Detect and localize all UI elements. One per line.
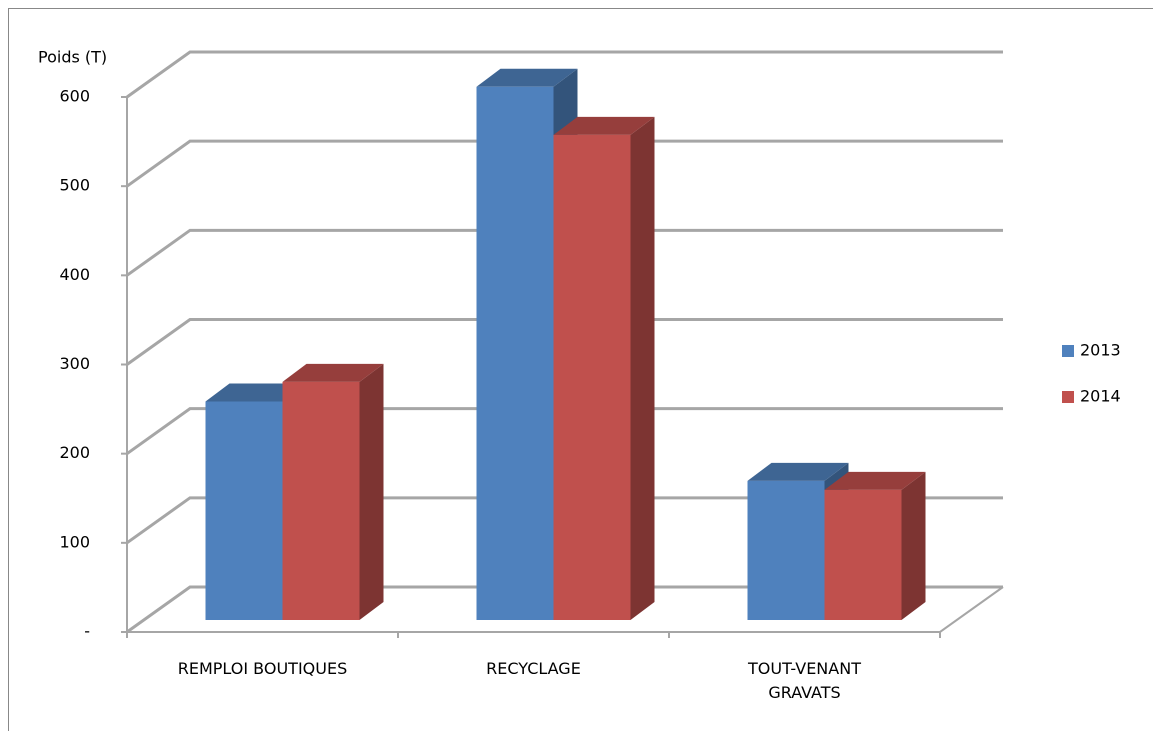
bar-front	[282, 381, 360, 620]
legend-swatch	[1062, 391, 1074, 403]
bar-front	[747, 480, 825, 620]
y-tick-label: 100	[59, 532, 90, 551]
bar-top	[476, 68, 578, 87]
y-tick-label: 300	[59, 354, 90, 373]
bar-side	[901, 471, 926, 620]
grid-line	[126, 139, 1003, 188]
grid-line	[126, 585, 1003, 634]
bar	[553, 116, 655, 620]
y-tick-label: 200	[59, 443, 90, 462]
grid-line	[126, 50, 1003, 99]
bar-front	[824, 489, 902, 620]
y-tick-label: 500	[59, 176, 90, 195]
bar-side	[630, 116, 655, 620]
chart-border	[8, 8, 1153, 731]
x-tick-label: RECYCLAGE	[486, 659, 581, 678]
x-tick-label: TOUT-VENANT GRAVATS	[748, 659, 861, 702]
bar-front	[476, 86, 554, 621]
bar	[824, 471, 926, 620]
bar-top	[553, 116, 655, 135]
legend-label: 2014	[1080, 387, 1121, 406]
bar-front	[205, 401, 283, 620]
bar	[282, 363, 384, 620]
grid-line	[126, 496, 1003, 545]
legend-label: 2013	[1080, 341, 1121, 360]
x-tick-label: REMPLOI BOUTIQUES	[177, 659, 348, 678]
bar-top	[205, 383, 307, 402]
grid-line	[126, 318, 1003, 366]
grid-line	[126, 228, 1003, 277]
grid-line	[126, 407, 1003, 455]
bar-top	[824, 471, 926, 490]
y-tick-label: 400	[59, 265, 90, 284]
bar-front	[553, 134, 631, 620]
y-tick-label: -	[84, 622, 90, 641]
legend-swatch	[1062, 345, 1074, 357]
bar-side	[359, 363, 384, 620]
y-axis-label: Poids (T)	[38, 48, 107, 67]
y-tick-label: 600	[59, 87, 90, 106]
bar-top	[747, 462, 849, 481]
bar-top	[282, 363, 384, 382]
